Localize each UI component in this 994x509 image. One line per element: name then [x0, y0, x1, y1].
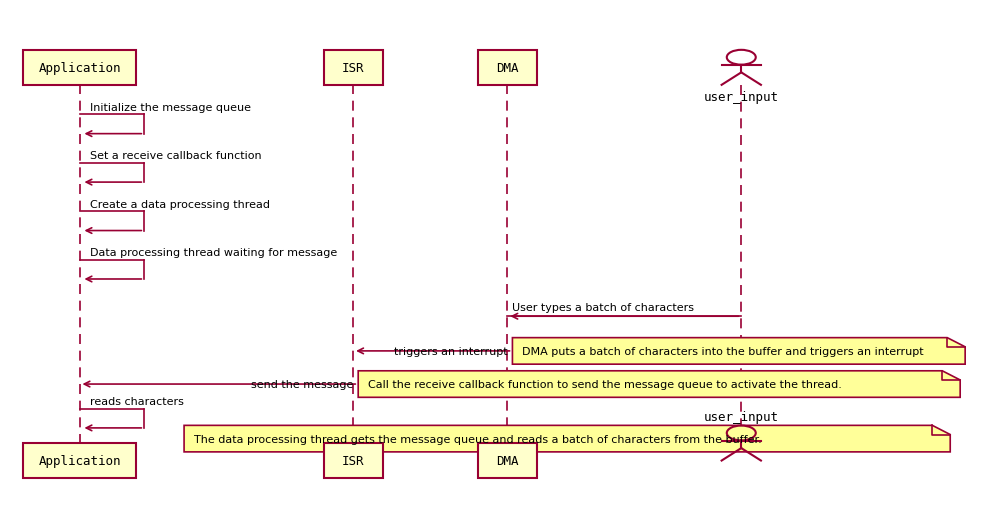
- Text: Data processing thread waiting for message: Data processing thread waiting for messa…: [89, 247, 336, 258]
- Polygon shape: [184, 426, 949, 452]
- FancyBboxPatch shape: [323, 443, 382, 478]
- Text: send the message: send the message: [250, 379, 353, 389]
- FancyBboxPatch shape: [23, 51, 136, 86]
- Text: The data processing thread gets the message queue and reads a batch of character: The data processing thread gets the mess…: [194, 434, 761, 444]
- FancyBboxPatch shape: [477, 51, 537, 86]
- FancyBboxPatch shape: [323, 51, 382, 86]
- Text: User types a batch of characters: User types a batch of characters: [512, 302, 694, 313]
- Text: user_input: user_input: [703, 410, 778, 423]
- Text: ISR: ISR: [342, 454, 364, 467]
- Text: Initialize the message queue: Initialize the message queue: [89, 102, 250, 112]
- Text: DMA puts a batch of characters into the buffer and triggers an interrupt: DMA puts a batch of characters into the …: [522, 346, 923, 356]
- FancyBboxPatch shape: [23, 443, 136, 478]
- Text: DMA: DMA: [496, 454, 518, 467]
- Text: Call the receive callback function to send the message queue to activate the thr: Call the receive callback function to se…: [368, 379, 841, 389]
- Polygon shape: [512, 338, 964, 364]
- Polygon shape: [358, 371, 959, 398]
- Text: Application: Application: [39, 62, 120, 75]
- Text: Set a receive callback function: Set a receive callback function: [89, 151, 260, 161]
- Text: Create a data processing thread: Create a data processing thread: [89, 199, 269, 209]
- Text: Application: Application: [39, 454, 120, 467]
- Text: user_input: user_input: [703, 91, 778, 104]
- FancyBboxPatch shape: [477, 443, 537, 478]
- Text: ISR: ISR: [342, 62, 364, 75]
- Text: reads characters: reads characters: [89, 396, 183, 406]
- Text: DMA: DMA: [496, 62, 518, 75]
- Text: triggers an interrupt: triggers an interrupt: [394, 346, 507, 356]
